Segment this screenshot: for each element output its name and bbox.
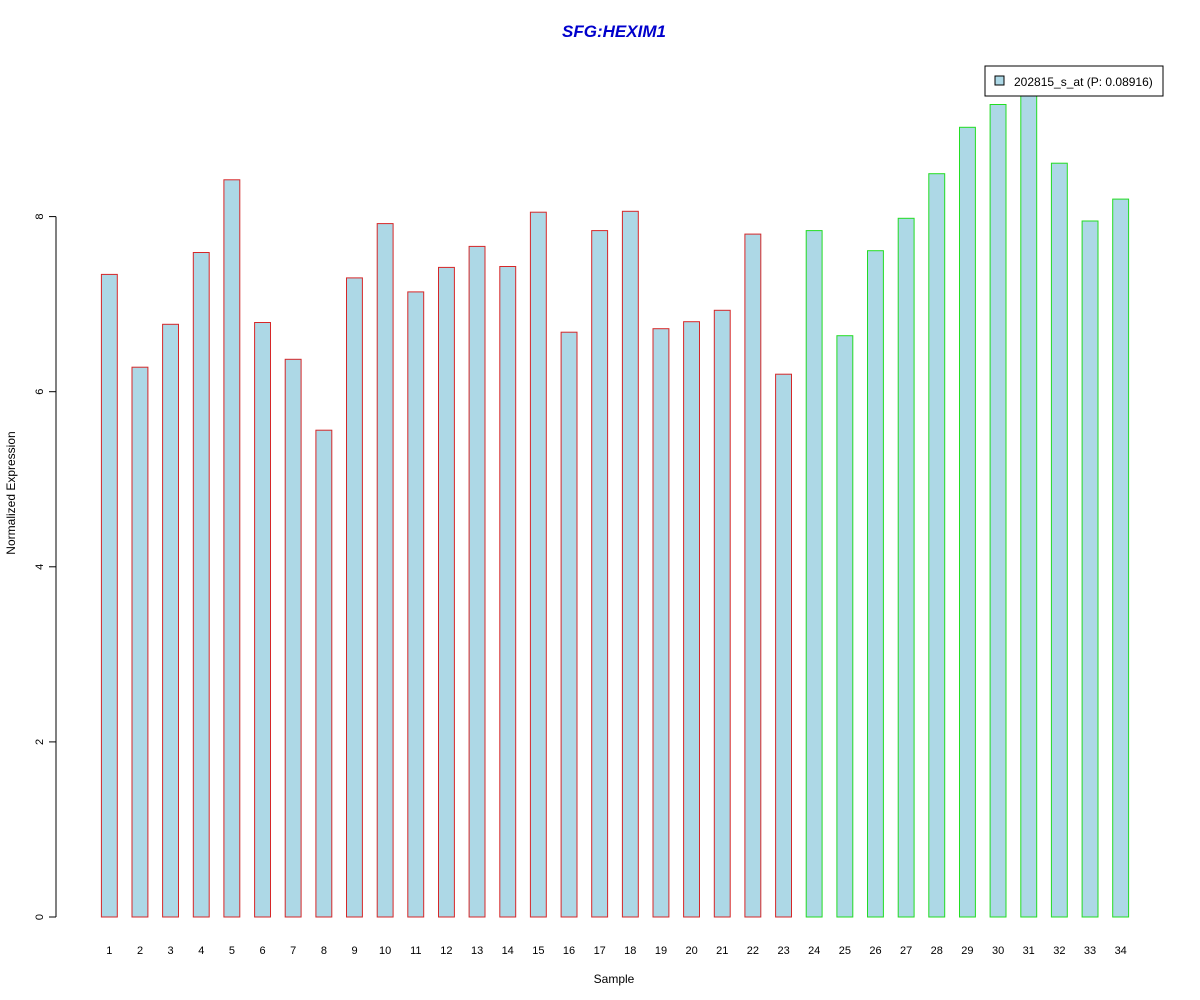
x-axis-tick-label: 33 <box>1084 945 1096 957</box>
y-axis: 0 2 4 6 8 <box>34 214 57 920</box>
x-axis-tick-label: 2 <box>137 945 143 957</box>
x-axis-tick-label: 22 <box>747 945 759 957</box>
x-axis-tick-label: 26 <box>869 945 881 957</box>
x-axis-tick-label: 29 <box>961 945 973 957</box>
bar-sample-29 <box>959 126 976 918</box>
x-axis-tick-label: 34 <box>1115 945 1127 957</box>
x-axis-tick-label: 3 <box>168 945 174 957</box>
bars <box>100 65 1130 918</box>
bar-sample-22 <box>744 233 762 918</box>
x-axis-tick-labels: 1 2 3 4 5 6 7 8 9 10 11 12 13 14 15 16 17 18 19 20 21 22 23 24 2… <box>106 945 1127 957</box>
bar-sample-2 <box>131 366 149 918</box>
bar-sample-1 <box>100 273 118 918</box>
x-axis-tick-label: 14 <box>502 945 514 957</box>
x-axis-tick-label: 8 <box>321 945 327 957</box>
x-axis-tick-label: 28 <box>931 945 943 957</box>
x-axis-tick-label: 27 <box>900 945 912 957</box>
x-axis-tick-label: 17 <box>594 945 606 957</box>
x-axis-tick-label: 32 <box>1053 945 1065 957</box>
x-axis-tick-label: 13 <box>471 945 483 957</box>
bar-sample-11 <box>407 291 425 918</box>
x-axis-tick-label: 24 <box>808 945 820 957</box>
y-axis-tick-label: 6 <box>34 389 46 395</box>
x-axis-tick-label: 12 <box>440 945 452 957</box>
bar-sample-16 <box>560 331 578 918</box>
bar-sample-33 <box>1081 220 1099 918</box>
x-axis-tick-label: 15 <box>532 945 544 957</box>
x-axis-tick-label: 19 <box>655 945 667 957</box>
x-axis-tick-label: 9 <box>351 945 357 957</box>
x-axis-tick-label: 7 <box>290 945 296 957</box>
x-axis-tick-label: 18 <box>624 945 636 957</box>
chart-title: SFG:HEXIM1 <box>562 22 666 41</box>
x-axis-tick-label: 1 <box>106 945 112 957</box>
bar-sample-20 <box>683 321 700 918</box>
bar-sample-8 <box>315 429 333 918</box>
bar-sample-30 <box>989 104 1007 918</box>
bar-sample-9 <box>346 277 363 918</box>
bar-sample-6 <box>254 322 272 918</box>
bar-sample-19 <box>652 328 670 918</box>
legend: 202815_s_at (P: 0.08916) <box>984 65 1164 97</box>
bar-sample-5 <box>223 179 241 918</box>
bar-sample-4 <box>192 252 210 918</box>
bar-sample-17 <box>591 230 609 918</box>
y-axis-tick-label: 0 <box>34 914 46 920</box>
legend-box <box>984 65 1164 97</box>
bar-sample-27 <box>897 217 915 918</box>
y-axis-tick-label: 8 <box>34 214 46 220</box>
bar-sample-31 <box>1020 65 1038 918</box>
bar-sample-23 <box>775 373 792 918</box>
legend-label: 202815_s_at (P: 0.08916) <box>1014 75 1153 89</box>
x-axis-tick-label: 21 <box>716 945 728 957</box>
bar-sample-26 <box>867 250 884 918</box>
bar-sample-18 <box>621 210 639 918</box>
bar-sample-14 <box>499 266 517 918</box>
x-axis-tick-label: 5 <box>229 945 235 957</box>
bar-sample-12 <box>438 266 455 918</box>
bar-sample-13 <box>468 245 486 918</box>
y-axis-tick-label: 4 <box>34 564 46 570</box>
bar-sample-21 <box>713 309 731 918</box>
x-axis-label: Sample <box>594 972 635 986</box>
x-axis-tick-label: 10 <box>379 945 391 957</box>
bar-sample-3 <box>162 323 180 918</box>
bar-sample-10 <box>376 223 394 918</box>
bar-sample-34 <box>1112 198 1130 918</box>
bar-sample-15 <box>529 211 547 918</box>
x-axis-tick-label: 16 <box>563 945 575 957</box>
x-axis-tick-label: 25 <box>839 945 851 957</box>
bar-sample-32 <box>1050 162 1068 918</box>
x-axis-tick-label: 23 <box>777 945 789 957</box>
x-axis-tick-label: 20 <box>685 945 697 957</box>
y-axis-tick-label: 2 <box>34 739 46 745</box>
bar-sample-24 <box>805 230 823 918</box>
bar-sample-7 <box>284 358 302 918</box>
x-axis-tick-label: 4 <box>198 945 204 957</box>
x-axis-tick-label: 6 <box>260 945 266 957</box>
x-axis-tick-label: 31 <box>1023 945 1035 957</box>
bar-sample-25 <box>836 335 854 918</box>
x-axis-tick-label: 11 <box>410 945 421 957</box>
legend-swatch <box>994 75 1005 86</box>
bar-sample-28 <box>928 173 946 918</box>
y-axis-label: Normalized Expression <box>4 431 18 554</box>
x-axis-tick-label: 30 <box>992 945 1004 957</box>
